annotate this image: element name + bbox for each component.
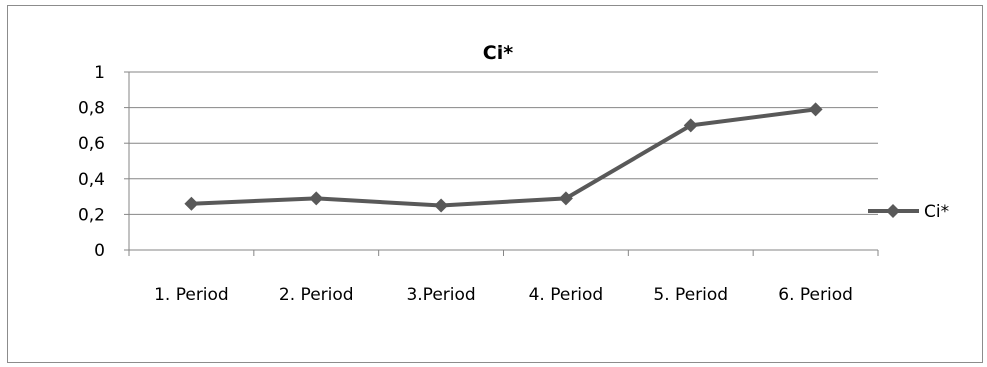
chart-frame: Ci* 0 0,2 0,4 0,6 0,8 1 1. Period 2. Period 3.P… — [7, 5, 983, 363]
x-tick-label: 4. Period — [529, 285, 604, 305]
series-line — [191, 107, 816, 208]
gridlines — [129, 71, 878, 215]
y-tick-label: 0,4 — [78, 170, 105, 190]
y-tick-label: 0,2 — [78, 205, 105, 225]
y-tick-label: 1 — [94, 63, 105, 83]
series — [184, 102, 823, 213]
x-tick-labels: 1. Period 2. Period 3.Period 4. Period 5. Pe… — [154, 285, 853, 305]
data-point-marker — [434, 198, 449, 213]
x-tick-label: 3.Period — [406, 285, 475, 305]
y-tick-label: 0,6 — [78, 134, 105, 154]
axes — [124, 71, 879, 256]
data-point-marker — [683, 118, 698, 133]
data-point-marker — [808, 102, 823, 117]
x-tick-label: 6. Period — [778, 285, 853, 305]
x-tick-label: 5. Period — [653, 285, 728, 305]
x-tick-label: 1. Period — [154, 285, 229, 305]
y-tick-labels: 0 0,2 0,4 0,6 0,8 1 — [78, 63, 105, 261]
y-tick-label: 0 — [94, 241, 105, 261]
x-tick-label: 2. Period — [279, 285, 354, 305]
data-point-marker — [309, 191, 324, 206]
line-chart: Ci* 0 0,2 0,4 0,6 0,8 1 1. Period 2. Period 3.P… — [78, 42, 949, 305]
chart-title: Ci* — [483, 42, 513, 64]
legend: Ci* — [868, 202, 949, 222]
legend-marker — [886, 204, 900, 218]
y-tick-label: 0,8 — [78, 99, 105, 119]
data-point-marker — [184, 196, 199, 211]
data-point-marker — [558, 191, 573, 206]
legend-label: Ci* — [924, 202, 949, 222]
